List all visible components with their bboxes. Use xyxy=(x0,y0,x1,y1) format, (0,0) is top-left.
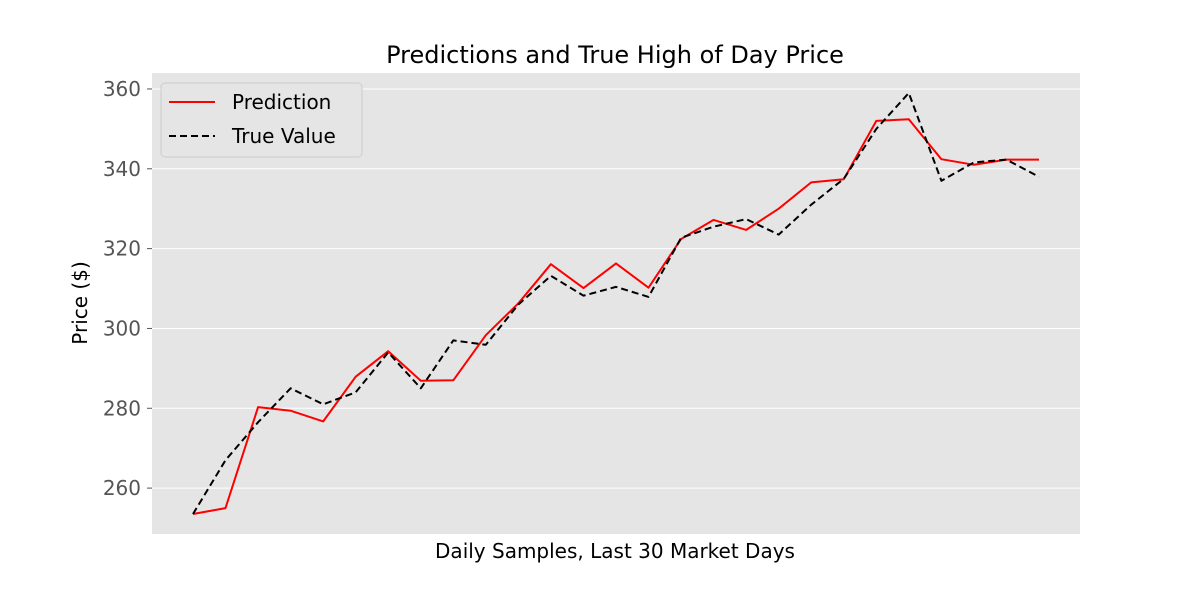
y-tick-label: 340 xyxy=(103,157,141,181)
series-line-true-value xyxy=(192,92,1040,515)
y-tick-label: 320 xyxy=(103,237,141,261)
grid-lines xyxy=(152,88,1080,489)
x-axis-label: Daily Samples, Last 30 Market Days xyxy=(435,539,795,563)
legend-label-true-value: True Value xyxy=(231,124,336,148)
legend: Prediction True Value xyxy=(160,82,363,158)
series-layer xyxy=(192,92,1040,515)
series-line-prediction xyxy=(192,118,1039,515)
y-tick-label: 360 xyxy=(103,77,141,101)
y-axis-ticks: 260 280 300 320 340 360 xyxy=(103,77,152,500)
y-tick-label: 280 xyxy=(103,396,141,420)
y-tick-label: 260 xyxy=(103,476,141,500)
y-axis-label: Price ($) xyxy=(68,261,92,344)
y-tick-label: 300 xyxy=(103,316,141,340)
chart-title: Predictions and True High of Day Price xyxy=(386,41,844,69)
legend-label-prediction: Prediction xyxy=(232,90,331,114)
